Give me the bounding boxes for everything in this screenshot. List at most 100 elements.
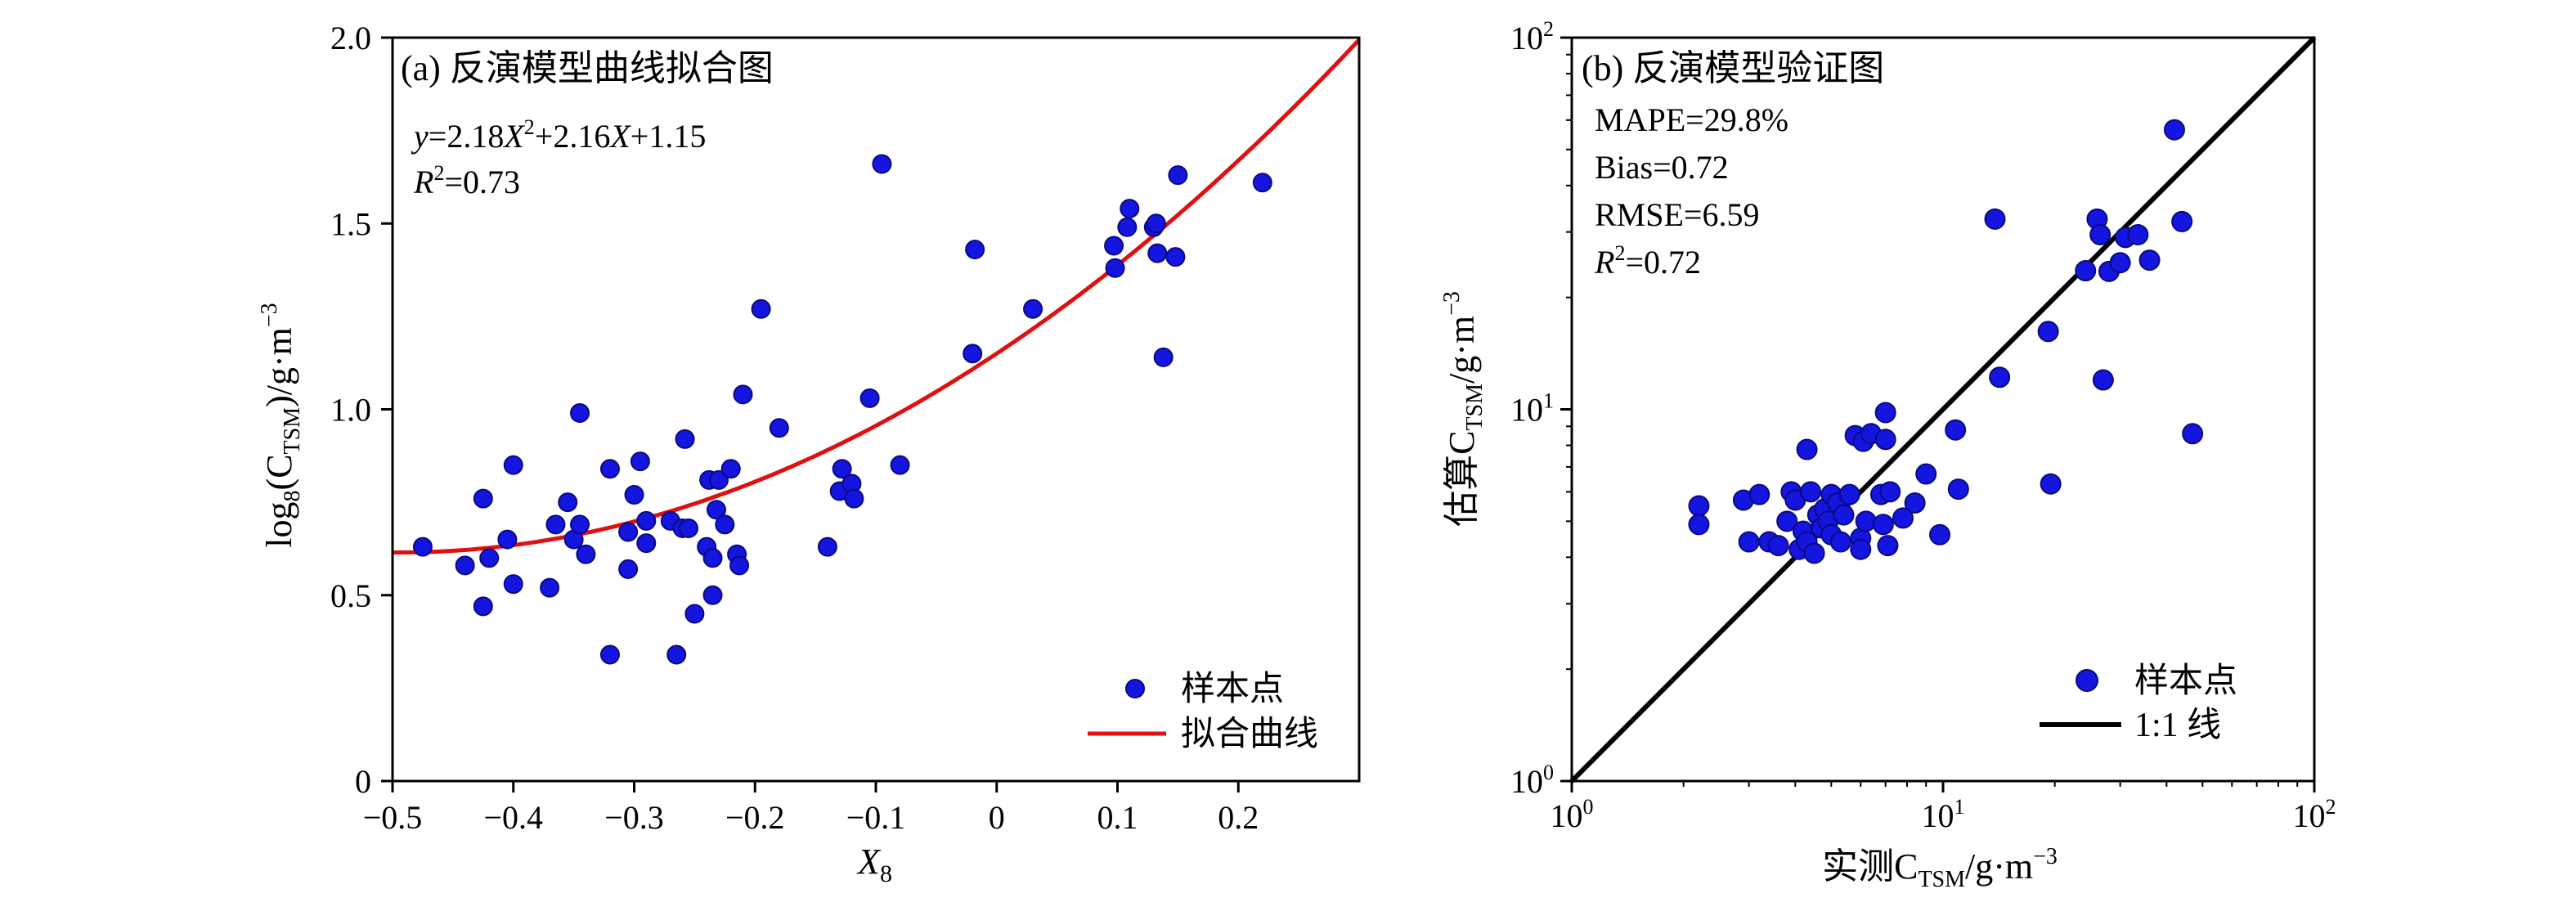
panel-a-sample-point xyxy=(624,485,644,505)
panel-a-sample-point xyxy=(503,455,523,475)
panel-a-x-tick-label: −0.3 xyxy=(604,799,664,836)
panel-a-x-tick-label: 0.1 xyxy=(1097,799,1138,836)
panel-a-x-axis-title: X8 xyxy=(856,842,892,887)
panel-a-sample-point xyxy=(1104,236,1124,256)
panel-a-sample-point xyxy=(636,510,657,531)
panel-b-x-tick-label: 100 xyxy=(1551,795,1594,834)
panel-a-sample-point xyxy=(540,577,560,598)
panel-b-sample-point xyxy=(1879,481,1901,503)
panel-a-sample-point xyxy=(1146,213,1166,234)
panel-b-sample-point xyxy=(2092,369,2114,391)
panel-a-sample-point xyxy=(503,574,523,595)
panel-b-sample-point xyxy=(2138,249,2161,272)
panel-a-title: (a) 反演模型曲线拟合图 xyxy=(401,48,774,88)
panel-b-validation-chart: 100 101 102 100 101 102 (b) 反演模型验证图 MAPE=29.… xyxy=(1439,17,2336,892)
panel-b-sample-point xyxy=(2182,423,2204,445)
panel-a-x-tick-label: −0.4 xyxy=(483,799,543,836)
panel-b-sample-point xyxy=(1989,366,2011,388)
panel-a-sample-point xyxy=(890,455,910,475)
panel-a-x-axis: −0.5 −0.4 −0.3 −0.2 −0.1 0 0.1 0.2 xyxy=(363,781,1259,836)
panel-b-stat-bias: Bias=0.72 xyxy=(1595,149,1729,186)
panel-a-sample-point xyxy=(618,559,639,579)
panel-b-legend-points-label: 样本点 xyxy=(2134,662,2237,700)
panel-a-sample-point xyxy=(630,451,650,472)
panel-b-y-axis: 100 101 102 xyxy=(1510,17,1572,800)
panel-a-y-axis: 0 0.5 1.0 1.5 2.0 xyxy=(330,20,393,800)
panel-b-sample-point xyxy=(2171,210,2193,232)
panel-b-sample-point xyxy=(1796,438,1818,460)
panel-b-sample-point xyxy=(1915,463,1937,485)
panel-b-sample-point xyxy=(1877,535,1899,557)
panel-a-r-squared: R2=0.73 xyxy=(413,161,520,200)
panel-b-sample-point xyxy=(1767,535,1789,557)
panel-b-y-tick-label: 100 xyxy=(1510,761,1554,800)
panel-b-y-tick-label: 101 xyxy=(1510,389,1554,429)
panel-b-sample-point xyxy=(1947,478,1969,501)
panel-a-fit-chart: −0.5 −0.4 −0.3 −0.2 −0.1 0 0.1 0.2 0 0.5 1.0 1.5 2.… xyxy=(257,20,1361,887)
panel-b-sample-point xyxy=(2163,119,2185,141)
panel-a-sample-point xyxy=(733,384,753,405)
panel-b-sample-point xyxy=(2109,252,2131,274)
panel-a-sample-point xyxy=(706,500,726,520)
panel-b-sample-point xyxy=(1874,429,1896,451)
panel-b-y-axis-title: 估算CTSM/g·m−3 xyxy=(1439,291,1488,527)
panel-a-sample-point xyxy=(636,533,657,554)
panel-a-sample-point xyxy=(715,514,735,535)
panel-a-legend-point-marker xyxy=(1125,679,1145,698)
panel-a-sample-point xyxy=(1120,199,1140,219)
panel-a-sample-point xyxy=(576,544,596,564)
panel-b-legend: 样本点 1:1 线 xyxy=(2040,662,2237,744)
panel-b-sample-point xyxy=(1838,483,1860,505)
panel-b-title: (b) 反演模型验证图 xyxy=(1582,48,1884,88)
panel-a-sample-point xyxy=(618,522,639,542)
panel-b-x-tick-label: 101 xyxy=(1922,795,1965,834)
panel-a-sample-point xyxy=(675,429,695,449)
panel-b-x-tick-label: 102 xyxy=(2293,795,2336,834)
panel-b-x-axis-title: 实测CTSM/g·m−3 xyxy=(1822,844,2058,892)
panel-a-sample-point xyxy=(666,644,687,665)
panel-a-x-tick-label: 0 xyxy=(989,799,1005,836)
panel-a-sample-point xyxy=(1252,173,1272,193)
panel-b-reference-line-layer xyxy=(1569,35,2317,784)
panel-b-sample-point xyxy=(1945,419,1967,441)
panel-a-sample-point xyxy=(412,537,433,557)
panel-a-sample-point xyxy=(844,488,864,509)
panel-b-sample-point xyxy=(1748,483,1770,505)
panel-b-stat-mape: MAPE=29.8% xyxy=(1595,101,1788,138)
panel-a-sample-point xyxy=(708,469,729,490)
panel-a-sample-point xyxy=(963,343,983,364)
panel-a-y-tick-label: 1.0 xyxy=(330,392,371,429)
panel-b-sample-point xyxy=(1874,402,1896,424)
panel-b-sample-point xyxy=(1688,514,1710,536)
panel-a-y-tick-label: 0 xyxy=(355,763,371,800)
panel-a-sample-point xyxy=(678,518,698,538)
panel-a-sample-point xyxy=(702,548,723,568)
panel-b-sample-point xyxy=(1829,531,1851,553)
panel-a-sample-point xyxy=(1153,347,1174,367)
panel-b-sample-point xyxy=(1803,542,1825,564)
panel-a-sample-point xyxy=(558,492,578,513)
panel-a-sample-point xyxy=(599,459,620,479)
panel-a-sample-point xyxy=(684,604,705,624)
panel-b-sample-point xyxy=(1855,510,1877,532)
panel-a-sample-point xyxy=(832,459,852,479)
panel-a-sample-point xyxy=(1147,243,1168,263)
panel-a-x-tick-label: −0.1 xyxy=(846,799,906,836)
panel-a-sample-point xyxy=(817,537,837,557)
panel-b-sample-point xyxy=(1800,481,1822,503)
panel-b-sample-point xyxy=(2037,321,2059,343)
panel-a-legend: 样本点 拟合曲线 xyxy=(1088,671,1318,753)
panel-b-sample-point xyxy=(1688,495,1710,517)
panel-b-y-tick-label: 102 xyxy=(1510,17,1554,56)
panel-b-sample-point xyxy=(1850,538,1872,560)
panel-b-sample-point xyxy=(1892,507,1914,529)
panel-a-sample-point xyxy=(859,388,880,408)
panel-a-sample-point xyxy=(473,488,493,509)
panel-a-y-axis-title: log8(CTSM)/g·m−3 xyxy=(257,303,305,547)
panel-b-sample-point xyxy=(2127,223,2149,245)
panel-a-sample-point xyxy=(720,459,741,479)
panel-b-one-to-one-line xyxy=(1569,35,2317,784)
panel-b-legend-line-label: 1:1 线 xyxy=(2134,707,2221,744)
panel-a-y-tick-label: 1.5 xyxy=(330,205,371,242)
